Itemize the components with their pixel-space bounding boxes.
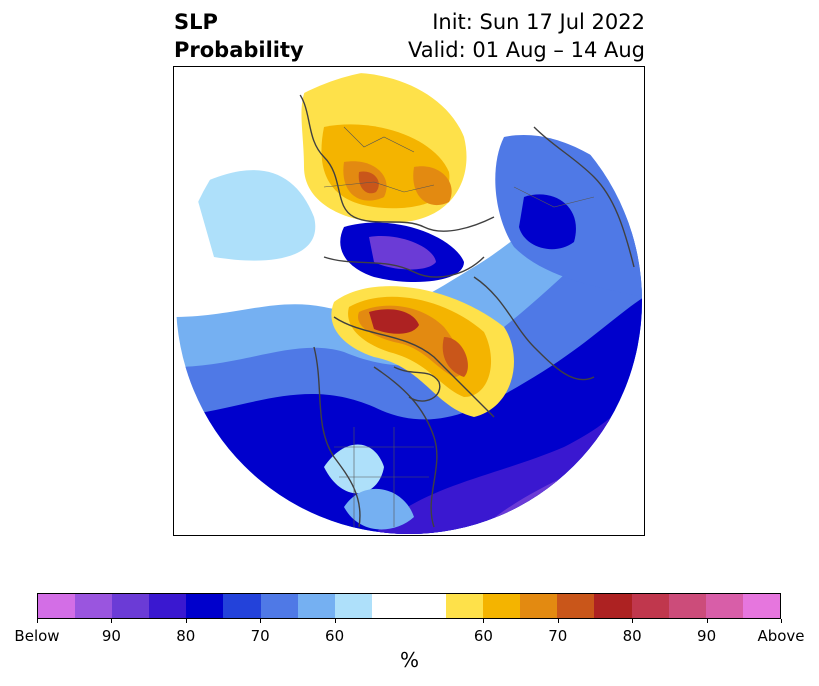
colorbar-tick [37, 619, 38, 623]
colorbar-segment [75, 594, 113, 618]
map-title: SLP Probability [174, 8, 304, 64]
colorbar-tick-label: 60 [473, 627, 493, 645]
colorbar-tick [483, 619, 485, 623]
colorbar-tick-label: 60 [325, 627, 345, 645]
colorbar-segment [483, 594, 521, 618]
colorbar-segment [557, 594, 595, 618]
colorbar-segment [297, 594, 335, 618]
colorbar-segment [594, 594, 632, 618]
light-blue-west [194, 170, 316, 261]
colorbar-segment [408, 594, 447, 618]
colorbar-segment [705, 594, 743, 618]
colorbar-segment [260, 594, 298, 618]
colorbar-tick [632, 619, 634, 623]
colorbar-segment [334, 594, 372, 618]
valid-range: Valid: 01 Aug – 14 Aug [407, 38, 645, 62]
colorbar-ticks: Below 90 80 70 60 60 70 80 90 Above [0, 619, 819, 649]
colorbar-segment [446, 594, 484, 618]
colorbar-tick [557, 619, 559, 623]
map-panel [173, 66, 645, 536]
colorbar-segment [38, 594, 76, 618]
colorbar-tick-label: Above [757, 627, 805, 645]
borders [323, 126, 595, 527]
map-dates: Init: Sun 17 Jul 2022 Valid: 01 Aug – 14… [408, 8, 645, 64]
colorbar [37, 593, 781, 619]
title-metric: Probability [174, 38, 304, 62]
colorbar-segment [668, 594, 706, 618]
colorbar-segment [149, 594, 187, 618]
contour-field [176, 68, 642, 534]
colorbar-segment [371, 594, 409, 618]
colorbar-tick [260, 619, 262, 623]
colorbar-tick [111, 619, 113, 623]
coastlines [293, 86, 635, 528]
init-date: Init: Sun 17 Jul 2022 [432, 10, 645, 34]
positive-greenland-80 [442, 337, 468, 377]
colorbar-tick [185, 619, 187, 623]
colorbar-tick [781, 619, 782, 623]
colorbar-tick-label: 90 [697, 627, 717, 645]
colorbar-segment [223, 594, 261, 618]
probability-map [176, 68, 642, 534]
colorbar-tick-label: 70 [250, 627, 270, 645]
colorbar-tick-label: 70 [548, 627, 568, 645]
negative-central-90 [369, 236, 436, 270]
positive-arctic-90 [369, 309, 419, 334]
colorbar-unit: % [399, 648, 419, 672]
colorbar-segment [112, 594, 150, 618]
colorbar-tick-label: 80 [176, 627, 196, 645]
colorbar-segment [520, 594, 558, 618]
colorbar-tick-label: 90 [101, 627, 121, 645]
blue-na-south [344, 488, 414, 530]
colorbar-tick-label: Below [14, 627, 60, 645]
colorbar-tick-label: 80 [622, 627, 642, 645]
colorbar-tick [706, 619, 708, 623]
colorbar-segment [631, 594, 669, 618]
colorbar-segment [186, 594, 224, 618]
title-variable: SLP [174, 10, 218, 34]
blue-east-core [519, 194, 576, 250]
colorbar-tick [334, 619, 336, 623]
colorbar-segment [742, 594, 780, 618]
